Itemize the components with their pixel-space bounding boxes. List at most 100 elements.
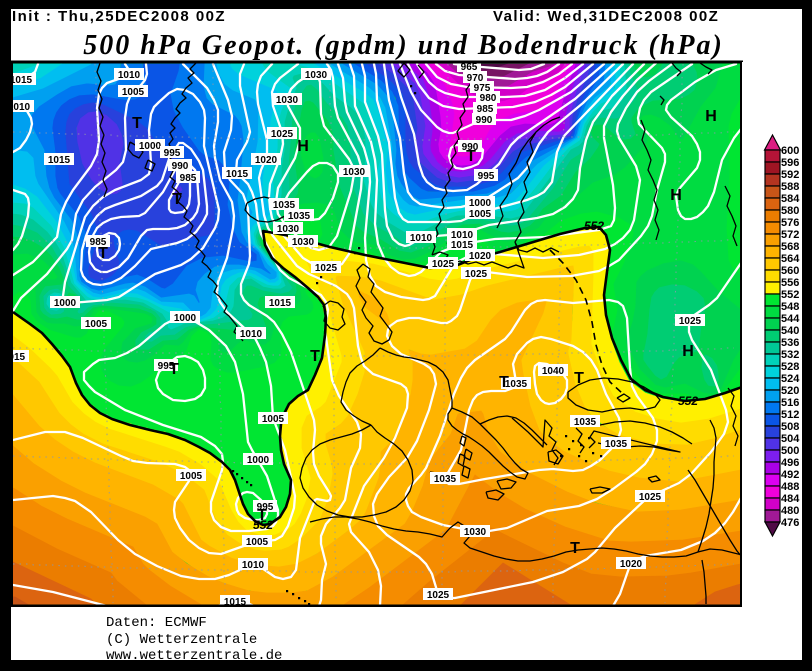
- svg-text:1000: 1000: [247, 455, 270, 466]
- svg-text:1010: 1010: [242, 560, 265, 571]
- svg-text:1005: 1005: [122, 87, 145, 98]
- svg-text:552: 552: [253, 518, 273, 532]
- svg-text:990: 990: [172, 161, 189, 172]
- svg-text:1000: 1000: [469, 198, 492, 209]
- svg-text:1025: 1025: [315, 263, 338, 274]
- svg-text:1025: 1025: [465, 269, 488, 280]
- svg-text:1015: 1015: [269, 298, 292, 309]
- svg-text:990: 990: [462, 142, 479, 153]
- svg-text:1030: 1030: [464, 527, 487, 538]
- svg-text:985: 985: [477, 104, 494, 115]
- svg-text:1035: 1035: [288, 211, 311, 222]
- svg-text:1025: 1025: [271, 129, 294, 140]
- svg-text:975: 975: [474, 83, 491, 94]
- svg-text:T: T: [98, 245, 108, 262]
- svg-text:1035: 1035: [273, 200, 296, 211]
- svg-text:T: T: [310, 348, 320, 365]
- svg-text:476: 476: [781, 517, 799, 529]
- svg-text:552: 552: [678, 394, 698, 408]
- svg-text:536: 536: [781, 337, 799, 349]
- svg-text:1025: 1025: [427, 590, 450, 601]
- svg-text:995: 995: [158, 361, 175, 372]
- svg-text:1005: 1005: [85, 319, 108, 330]
- svg-text:985: 985: [180, 173, 197, 184]
- svg-text:516: 516: [781, 397, 799, 409]
- svg-text:1035: 1035: [605, 439, 628, 450]
- svg-text:504: 504: [781, 433, 800, 445]
- svg-text:544: 544: [781, 313, 800, 325]
- svg-text:T: T: [132, 115, 142, 132]
- svg-text:1000: 1000: [174, 313, 197, 324]
- svg-text:1000: 1000: [54, 298, 77, 309]
- svg-text:568: 568: [781, 241, 799, 253]
- svg-text:995: 995: [164, 148, 181, 159]
- svg-text:H: H: [297, 138, 309, 155]
- svg-text:532: 532: [781, 349, 799, 361]
- svg-text:H: H: [670, 187, 682, 204]
- svg-text:990: 990: [476, 115, 493, 126]
- svg-text:520: 520: [781, 385, 799, 397]
- svg-text:488: 488: [781, 481, 799, 493]
- svg-text:588: 588: [781, 181, 799, 193]
- svg-text:560: 560: [781, 265, 799, 277]
- svg-text:1025: 1025: [679, 316, 702, 327]
- svg-text:1035: 1035: [434, 474, 457, 485]
- svg-text:596: 596: [781, 157, 799, 169]
- svg-text:1000: 1000: [139, 141, 162, 152]
- svg-text:528: 528: [781, 361, 799, 373]
- svg-text:1035: 1035: [505, 379, 528, 390]
- svg-text:1015: 1015: [451, 240, 474, 251]
- svg-text:980: 980: [480, 93, 497, 104]
- svg-text:T: T: [574, 370, 584, 387]
- svg-text:1025: 1025: [432, 259, 455, 270]
- svg-text:H: H: [705, 108, 717, 125]
- svg-text:1040: 1040: [542, 366, 565, 377]
- svg-text:492: 492: [781, 469, 799, 481]
- svg-text:995: 995: [478, 171, 495, 182]
- svg-text:1030: 1030: [277, 224, 300, 235]
- svg-text:1015: 1015: [224, 597, 247, 608]
- svg-text:1015: 1015: [226, 169, 249, 180]
- svg-text:592: 592: [781, 169, 799, 181]
- svg-text:1030: 1030: [305, 70, 328, 81]
- svg-text:T: T: [257, 507, 267, 524]
- svg-text:1020: 1020: [469, 251, 492, 262]
- svg-text:1015: 1015: [10, 75, 33, 86]
- svg-text:1010: 1010: [451, 230, 474, 241]
- svg-text:564: 564: [781, 253, 800, 265]
- svg-text:1015: 1015: [3, 352, 26, 363]
- svg-text:508: 508: [781, 421, 799, 433]
- svg-text:T: T: [169, 361, 179, 378]
- svg-text:970: 970: [467, 73, 484, 84]
- svg-text:1035: 1035: [574, 417, 597, 428]
- svg-text:1015: 1015: [48, 155, 71, 166]
- svg-text:484: 484: [781, 493, 800, 505]
- svg-text:1010: 1010: [410, 233, 433, 244]
- svg-text:T: T: [570, 540, 580, 557]
- svg-text:524: 524: [781, 373, 800, 385]
- svg-text:1020: 1020: [620, 559, 643, 570]
- svg-text:1030: 1030: [292, 237, 315, 248]
- svg-text:1010: 1010: [8, 102, 31, 113]
- svg-text:500: 500: [781, 445, 799, 457]
- svg-text:965: 965: [461, 62, 478, 73]
- svg-text:600: 600: [781, 145, 799, 157]
- svg-text:1010: 1010: [240, 329, 263, 340]
- svg-text:T: T: [466, 148, 476, 165]
- svg-text:576: 576: [781, 217, 799, 229]
- svg-text:552: 552: [584, 219, 604, 233]
- svg-text:995: 995: [257, 502, 274, 513]
- svg-text:572: 572: [781, 229, 799, 241]
- svg-text:580: 580: [781, 205, 799, 217]
- svg-text:1010: 1010: [118, 70, 141, 81]
- svg-text:584: 584: [781, 193, 800, 205]
- svg-text:T: T: [499, 374, 509, 391]
- svg-text:1020: 1020: [255, 155, 278, 166]
- svg-text:556: 556: [781, 277, 799, 289]
- svg-text:512: 512: [781, 409, 799, 421]
- svg-text:1005: 1005: [469, 209, 492, 220]
- svg-text:480: 480: [781, 505, 799, 517]
- svg-text:985: 985: [90, 237, 107, 248]
- svg-text:1030: 1030: [343, 167, 366, 178]
- svg-text:H: H: [682, 343, 694, 360]
